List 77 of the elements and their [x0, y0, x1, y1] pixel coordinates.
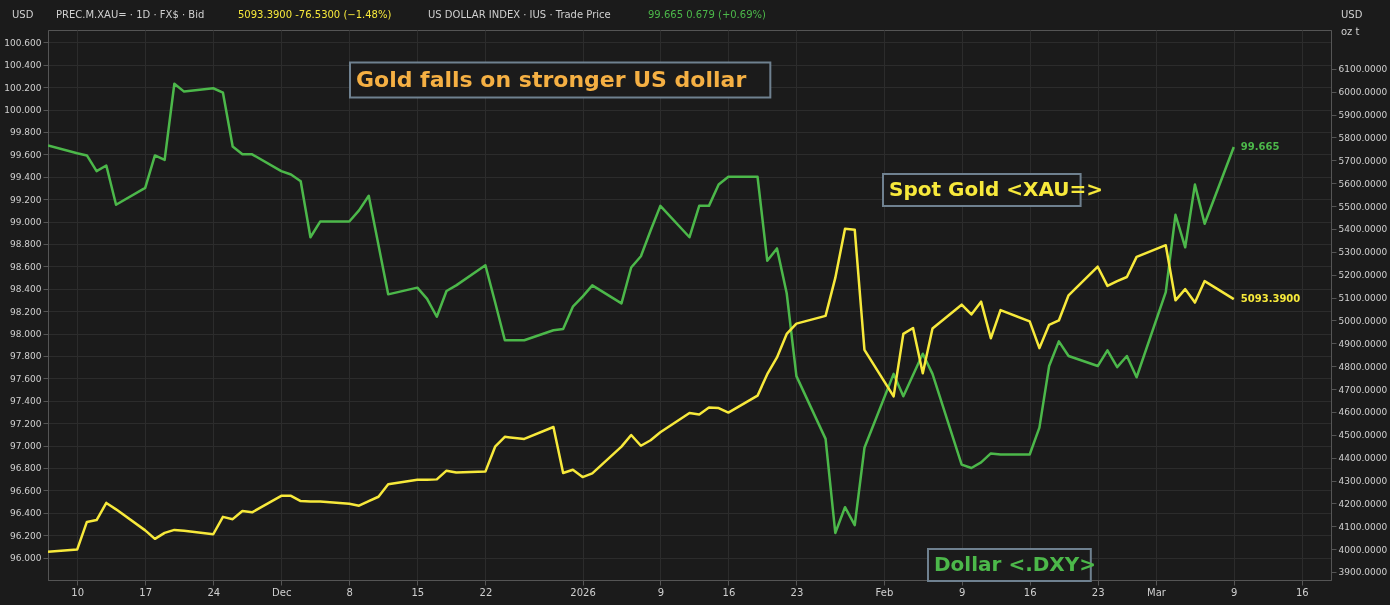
y-tick-label: 96.400: [10, 508, 42, 519]
y-tick-label: 99.000: [10, 217, 42, 228]
y2-tick-label: 5800.0000: [1338, 132, 1388, 143]
y-tick-label: 100.600: [4, 37, 42, 48]
y-tick-label: 99.600: [10, 149, 42, 160]
y2-tick-label: 5900.0000: [1338, 110, 1388, 121]
y2-tick-label: 4900.0000: [1338, 338, 1388, 349]
y2-tick-label: 4800.0000: [1338, 361, 1388, 372]
x-tick-label: 16: [1295, 586, 1309, 598]
text: 99.665 0.679 (+0.69%): [648, 9, 767, 20]
y-tick-label: 96.200: [10, 530, 42, 541]
text: Spot Gold <XAU=>: [889, 177, 1104, 201]
text: oz t: [1341, 26, 1360, 37]
x-tick-label: 16: [722, 586, 736, 598]
y-tick-label: 97.200: [10, 418, 42, 429]
y2-tick-label: 5400.0000: [1338, 224, 1388, 235]
x-tick-label: 8: [346, 586, 353, 598]
y2-tick-label: 5200.0000: [1338, 270, 1388, 281]
y2-tick-label: 4400.0000: [1338, 453, 1388, 464]
text: 5093.3900 -76.5300 (−1.48%): [238, 9, 392, 20]
y-tick-label: 100.400: [4, 60, 42, 71]
text: PREC.M.XAU= · 1D · FX$ · Bid: [56, 9, 205, 20]
y-tick-label: 96.800: [10, 463, 42, 474]
y-tick-label: 98.600: [10, 261, 42, 272]
x-tick-label: 9: [1231, 586, 1238, 598]
y-tick-label: 100.200: [4, 82, 42, 93]
data-label: 99.665: [1240, 141, 1280, 153]
x-tick-label: 22: [479, 586, 493, 598]
y2-tick-label: 5500.0000: [1338, 201, 1388, 212]
y-tick-label: 96.600: [10, 485, 42, 496]
y2-tick-label: 6100.0000: [1338, 64, 1388, 75]
y2-tick-label: 5700.0000: [1338, 155, 1388, 166]
y-tick-label: 97.800: [10, 351, 42, 362]
x-tick-label: 9: [958, 586, 966, 598]
x-tick-label: 17: [139, 586, 153, 598]
y-tick-label: 98.400: [10, 284, 42, 295]
y-tick-label: 99.800: [10, 127, 42, 138]
y-tick-label: 99.200: [10, 194, 42, 205]
y2-tick-label: 4300.0000: [1338, 476, 1388, 487]
text: Gold falls on stronger US dollar: [356, 67, 747, 92]
data-label: 5093.3900: [1240, 293, 1301, 305]
line-series: [48, 227, 1236, 554]
y2-tick-label: 3900.0000: [1338, 567, 1388, 578]
text: US DOLLAR INDEX · IUS · Trade Price: [428, 9, 611, 20]
x-tick-label: 23: [1091, 586, 1105, 598]
text: USD: [1341, 9, 1363, 20]
y-tick-label: 98.200: [10, 306, 42, 317]
y2-tick-label: 5000.0000: [1338, 315, 1388, 326]
x-tick-label: 15: [411, 586, 425, 598]
y-tick-label: 98.800: [10, 239, 42, 250]
text: USD: [12, 9, 34, 20]
x-tick-label: Mar: [1147, 586, 1167, 598]
y2-tick-label: 4700.0000: [1338, 384, 1388, 395]
x-tick-label: 2026: [570, 586, 596, 598]
y-tick-label: 97.600: [10, 373, 42, 384]
y-tick-label: 98.000: [10, 329, 42, 340]
y-tick-label: 97.000: [10, 441, 42, 452]
x-tick-label: 9: [657, 586, 665, 598]
y2-tick-label: 5100.0000: [1338, 293, 1388, 304]
y-tick-label: 97.400: [10, 396, 42, 407]
y-tick-label: 100.000: [4, 105, 42, 116]
x-tick-label: 24: [207, 586, 221, 598]
y2-tick-label: 4100.0000: [1338, 521, 1388, 532]
y2-tick-label: 4600.0000: [1338, 407, 1388, 418]
y2-tick-label: 5300.0000: [1338, 247, 1388, 258]
x-tick-label: Feb: [875, 586, 894, 598]
x-tick-label: Dec: [272, 586, 292, 598]
x-tick-label: 16: [1023, 586, 1037, 598]
y2-tick-label: 4200.0000: [1338, 498, 1388, 509]
x-tick-label: 10: [71, 586, 85, 598]
y2-tick-label: 4000.0000: [1338, 544, 1388, 555]
y2-tick-label: 5600.0000: [1338, 178, 1388, 189]
y2-tick-label: 6000.0000: [1338, 87, 1388, 98]
x-tick-label: 23: [790, 586, 804, 598]
y-tick-label: 96.000: [10, 553, 42, 564]
y-tick-label: 99.400: [10, 172, 42, 183]
y2-tick-label: 4500.0000: [1338, 430, 1388, 441]
